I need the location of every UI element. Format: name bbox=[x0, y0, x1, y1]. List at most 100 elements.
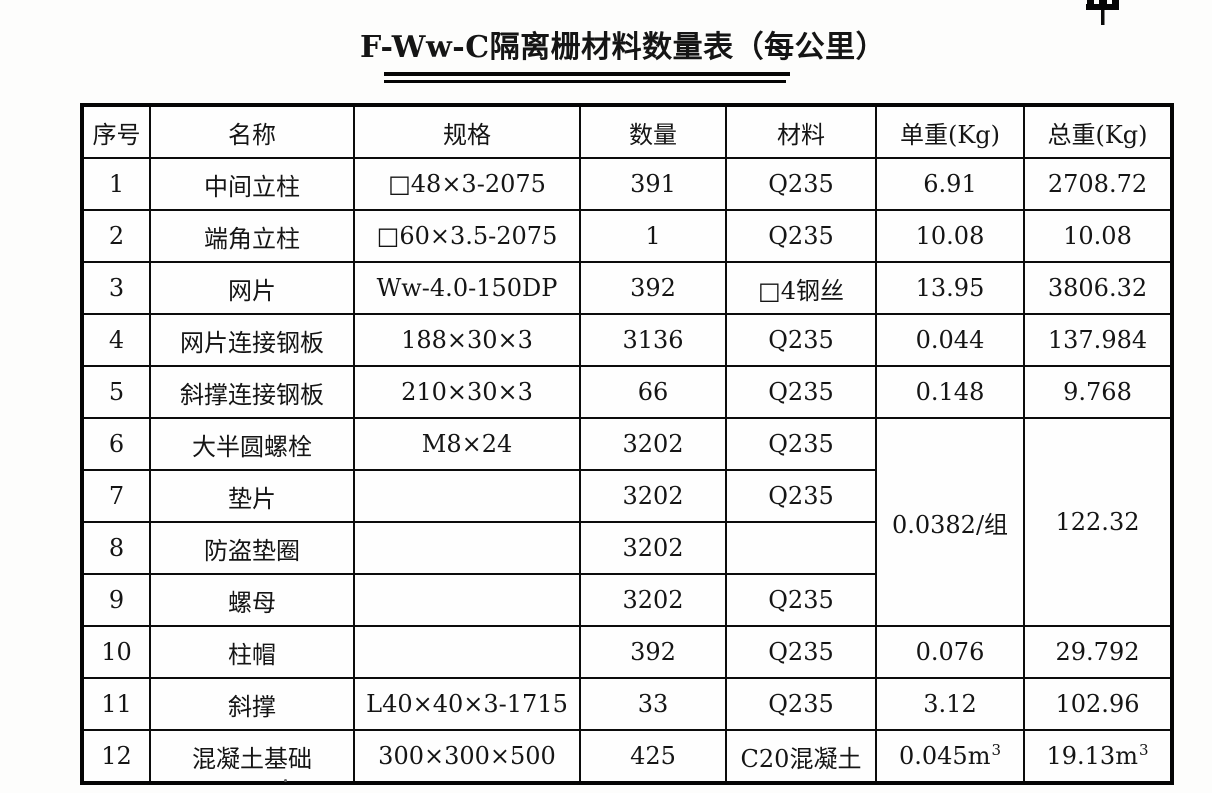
table-cell: Q235 bbox=[725, 313, 877, 367]
table-row: 3 网片 Ww-4.0-150DP 392 □4钢丝 13.95 3806.32 bbox=[81, 261, 1173, 315]
table-cell: 188×30×3 bbox=[353, 313, 581, 367]
table-row: 12 混凝土基础 300×300×500 425 C20混凝土 0.045m3 19.13m… bbox=[81, 729, 1173, 784]
table-cell: 斜撑连接钢板 bbox=[149, 365, 355, 419]
column-header: 总重(Kg) bbox=[1023, 104, 1173, 159]
table-cell: 斜撑 bbox=[149, 677, 355, 731]
scan-speck bbox=[284, 779, 287, 782]
title-block: F-Ww-C隔离栅材料数量表（每公里） bbox=[360, 22, 887, 83]
column-header: 名称 bbox=[149, 104, 355, 159]
table-cell: 3.12 bbox=[875, 677, 1025, 731]
table-cell: 66 bbox=[579, 365, 727, 419]
table-cell: 102.96 bbox=[1023, 677, 1173, 731]
cell-text: 0.045m bbox=[898, 742, 991, 770]
table-cell: 1 bbox=[81, 157, 151, 211]
table-cell: 3202 bbox=[579, 469, 727, 523]
table-cell: Q235 bbox=[725, 417, 877, 471]
table-cell: 122.32 bbox=[1023, 417, 1173, 627]
table-cell: Q235 bbox=[725, 625, 877, 679]
column-header: 单重(Kg) bbox=[875, 104, 1025, 159]
table-row: 10 柱帽 392 Q235 0.076 29.792 bbox=[81, 625, 1173, 679]
table-cell: Ww-4.0-150DP bbox=[353, 261, 581, 315]
table-cell: 0.045m3 bbox=[875, 729, 1025, 784]
table-cell: C20混凝土 bbox=[725, 729, 877, 784]
table-cell: 5 bbox=[81, 365, 151, 419]
table-row: 4 网片连接钢板 188×30×3 3136 Q235 0.044 137.984 bbox=[81, 313, 1173, 367]
table-cell: 3202 bbox=[579, 417, 727, 471]
table-cell: 3 bbox=[81, 261, 151, 315]
title-double-underline bbox=[384, 72, 790, 83]
table-cell: 0.0382/组 bbox=[875, 417, 1025, 627]
table-cell: 6.91 bbox=[875, 157, 1025, 211]
table-cell: 9 bbox=[81, 573, 151, 627]
table-cell: 0.076 bbox=[875, 625, 1025, 679]
column-header: 数量 bbox=[579, 104, 727, 159]
table-cell: Q235 bbox=[725, 209, 877, 263]
table-cell: □48×3-2075 bbox=[353, 157, 581, 211]
underline-bottom bbox=[384, 80, 786, 83]
table-cell: 柱帽 bbox=[149, 625, 355, 679]
table-cell: M8×24 bbox=[353, 417, 581, 471]
table-row: 7 垫片 3202 Q235 bbox=[81, 469, 1172, 523]
table-cell: 13.95 bbox=[875, 261, 1025, 315]
table-cell: 10.08 bbox=[1023, 209, 1173, 263]
table-cell: 10.08 bbox=[875, 209, 1025, 263]
table-cell bbox=[353, 521, 581, 575]
table-cell: 300×300×500 bbox=[353, 729, 581, 784]
table-row: 8 防盗垫圈 3202 bbox=[81, 521, 1172, 575]
table-cell: 网片 bbox=[149, 261, 355, 315]
table-cell: 垫片 bbox=[149, 469, 355, 523]
table-cell: 大半圆螺栓 bbox=[149, 417, 355, 471]
table-cell bbox=[353, 469, 581, 523]
table-cell: 0.148 bbox=[875, 365, 1025, 419]
table-cell: 螺母 bbox=[149, 573, 355, 627]
cell-superscript: 3 bbox=[991, 741, 1001, 759]
material-quantity-table: 序号 名称 规格 数量 材料 单重(Kg) 总重(Kg) 1 中间立柱 □48×3-2075 39… bbox=[80, 103, 1174, 785]
table-cell: 8 bbox=[81, 521, 151, 575]
table-cell: Q235 bbox=[725, 365, 877, 419]
table-cell: L40×40×3-1715 bbox=[353, 677, 581, 731]
table-cell: □60×3.5-2075 bbox=[353, 209, 581, 263]
cell-text: 19.13m bbox=[1046, 742, 1138, 770]
table-cell: 391 bbox=[579, 157, 727, 211]
table-cell: Q235 bbox=[725, 573, 877, 627]
table-cell: 网片连接钢板 bbox=[149, 313, 355, 367]
table-cell: □4钢丝 bbox=[725, 261, 877, 315]
header-row: 序号 名称 规格 数量 材料 单重(Kg) 总重(Kg) bbox=[81, 104, 1173, 159]
table-cell: 392 bbox=[579, 625, 727, 679]
table-cell: 3806.32 bbox=[1023, 261, 1173, 315]
cell-superscript: 3 bbox=[1138, 741, 1149, 759]
table-row: 9 螺母 3202 Q235 bbox=[81, 573, 1172, 627]
table-cell: 3136 bbox=[579, 313, 727, 367]
underline-top bbox=[384, 72, 790, 76]
table-cell: 2708.72 bbox=[1023, 157, 1173, 211]
column-header: 材料 bbox=[725, 104, 877, 159]
table-cell bbox=[353, 625, 581, 679]
cell-text: 0.0382/组 bbox=[891, 510, 1009, 539]
table-row: 11 斜撑 L40×40×3-1715 33 Q235 3.12 102.96 bbox=[81, 677, 1173, 731]
table-cell: 33 bbox=[579, 677, 727, 731]
table-cell bbox=[353, 573, 581, 627]
table-cell: 3202 bbox=[579, 573, 727, 627]
table-cell: Q235 bbox=[725, 469, 877, 523]
page-title: F-Ww-C隔离栅材料数量表（每公里） bbox=[360, 30, 887, 65]
table-body: 1 中间立柱 □48×3-2075 391 Q235 6.91 2708.72 2 端角立柱 □6… bbox=[81, 157, 1173, 784]
table-cell: 混凝土基础 bbox=[149, 729, 355, 784]
table-cell: 425 bbox=[579, 729, 727, 784]
column-header: 序号 bbox=[81, 104, 151, 159]
table-row: 5 斜撑连接钢板 210×30×3 66 Q235 0.148 9.768 bbox=[81, 365, 1173, 419]
table-cell: 29.792 bbox=[1023, 625, 1173, 679]
table-cell: 137.984 bbox=[1023, 313, 1173, 367]
column-header: 规格 bbox=[353, 104, 581, 159]
cell-text: 122.32 bbox=[1055, 508, 1140, 536]
table-row: 1 中间立柱 □48×3-2075 391 Q235 6.91 2708.72 bbox=[81, 157, 1173, 211]
table-row: 2 端角立柱 □60×3.5-2075 1 Q235 10.08 10.08 bbox=[81, 209, 1173, 263]
table-cell: 392 bbox=[579, 261, 727, 315]
table-cell: 12 bbox=[81, 729, 151, 784]
table-cell bbox=[725, 521, 877, 575]
table-cell: 6 bbox=[81, 417, 151, 471]
table-cell: 端角立柱 bbox=[149, 209, 355, 263]
table-cell: 11 bbox=[81, 677, 151, 731]
table-cell: 10 bbox=[81, 625, 151, 679]
table-cell: 1 bbox=[579, 209, 727, 263]
table-cell: 210×30×3 bbox=[353, 365, 581, 419]
